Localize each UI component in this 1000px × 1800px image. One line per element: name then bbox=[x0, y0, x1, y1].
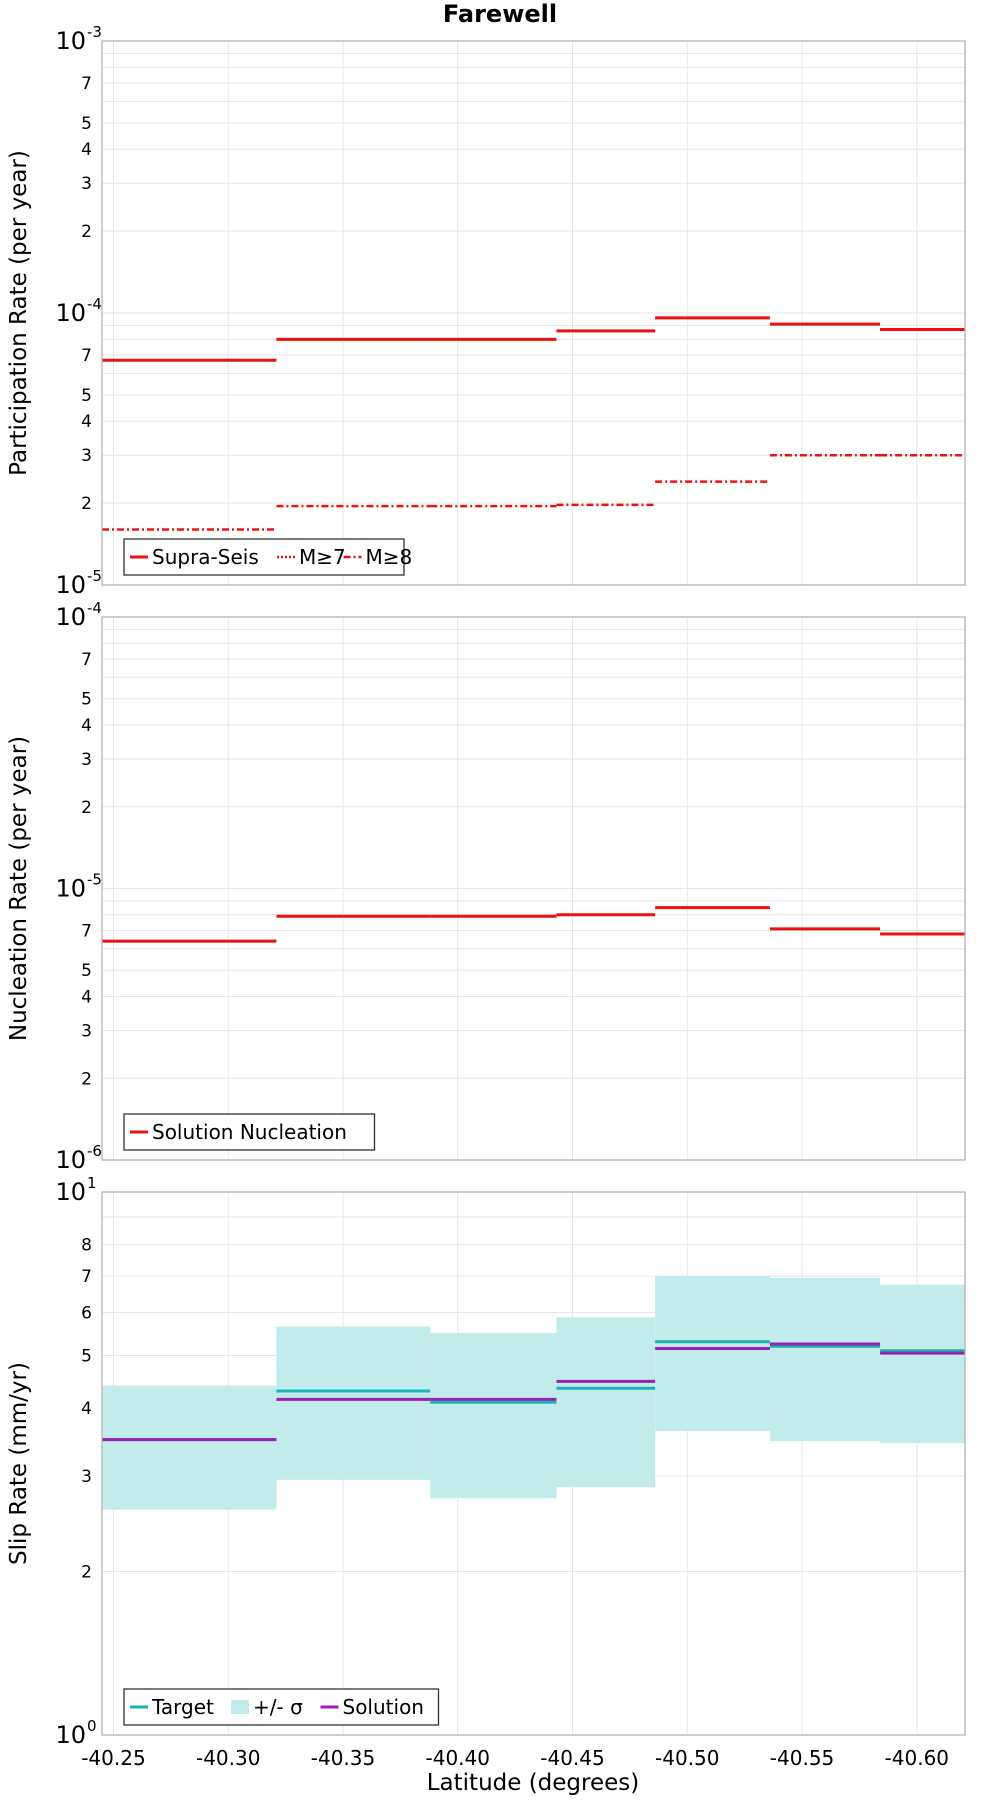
plot-frame bbox=[101, 40, 966, 586]
y-tick-label: 4 bbox=[81, 988, 92, 1008]
y-axis-label: Participation Rate (per year) bbox=[6, 150, 32, 476]
y-tick-label: 10 bbox=[55, 1721, 86, 1749]
y-tick-label: 4 bbox=[81, 412, 92, 432]
y-tick-label: 7 bbox=[81, 1267, 92, 1287]
y-tick-exponent: -4 bbox=[87, 599, 102, 617]
y-tick-exponent: -6 bbox=[87, 1142, 102, 1160]
x-tick-label: -40.30 bbox=[196, 1746, 260, 1770]
x-tick-label: -40.55 bbox=[770, 1746, 834, 1770]
legend-box bbox=[123, 538, 405, 576]
y-tick-label: 10 bbox=[55, 1146, 86, 1174]
legend-box bbox=[123, 1688, 440, 1726]
y-tick-label: 3 bbox=[81, 750, 92, 770]
plot-frame bbox=[101, 1191, 966, 1736]
x-tick-label: -40.45 bbox=[540, 1746, 604, 1770]
y-tick-exponent: -3 bbox=[87, 23, 102, 41]
x-tick-label: -40.25 bbox=[81, 1746, 145, 1770]
y-tick-label: 4 bbox=[81, 1399, 92, 1419]
y-axis-label: Slip Rate (mm/yr) bbox=[6, 1362, 32, 1565]
legend-label: Supra-Seis bbox=[152, 545, 259, 569]
y-tick-label: 10 bbox=[55, 571, 86, 599]
sigma-band-segment bbox=[430, 1332, 557, 1499]
legend-box bbox=[123, 1113, 376, 1151]
y-tick-label: 2 bbox=[81, 1069, 92, 1089]
y-tick-exponent: -4 bbox=[87, 295, 102, 313]
y-tick-exponent: 0 bbox=[87, 1717, 97, 1735]
legend-label: M≥7 bbox=[299, 545, 346, 569]
sigma-band-segment bbox=[276, 1326, 431, 1480]
sigma-band-segment bbox=[769, 1277, 881, 1441]
y-tick-label: 5 bbox=[81, 961, 92, 981]
y-tick-label: 3 bbox=[81, 1021, 92, 1041]
y-tick-label: 10 bbox=[55, 299, 86, 327]
y-tick-label: 5 bbox=[81, 1346, 92, 1366]
y-tick-label: 4 bbox=[81, 716, 92, 736]
legend-label: Solution Nucleation bbox=[152, 1120, 347, 1144]
y-tick-label: 3 bbox=[81, 174, 92, 194]
y-tick-label: 7 bbox=[81, 922, 92, 942]
x-tick-label: -40.60 bbox=[885, 1746, 949, 1770]
legend: Target +/- σ Solution bbox=[123, 1688, 440, 1726]
y-tick-exponent: -5 bbox=[87, 871, 102, 889]
y-tick-label: 10 bbox=[55, 603, 86, 631]
legend-label: Target bbox=[151, 1695, 214, 1719]
y-tick-label: 2 bbox=[81, 798, 92, 818]
y-tick-exponent: 1 bbox=[87, 1174, 97, 1192]
y-tick-label: 2 bbox=[81, 222, 92, 242]
sigma-band-segment bbox=[880, 1284, 965, 1443]
chart-title: Farewell bbox=[443, 0, 557, 28]
sigma-band-segment bbox=[655, 1276, 770, 1431]
legend-label: +/- σ bbox=[253, 1695, 303, 1719]
y-tick-label: 5 bbox=[81, 386, 92, 406]
y-tick-label: 2 bbox=[81, 1563, 92, 1583]
x-axis-label: Latitude (degrees) bbox=[427, 1770, 640, 1796]
sigma-band-segment bbox=[556, 1317, 656, 1488]
y-tick-label: 7 bbox=[81, 650, 92, 670]
x-tick-label: -40.50 bbox=[655, 1746, 719, 1770]
y-tick-label: 7 bbox=[81, 346, 92, 366]
y-tick-label: 5 bbox=[81, 114, 92, 134]
sigma-band-segment bbox=[102, 1385, 277, 1510]
y-tick-label: 6 bbox=[81, 1303, 92, 1323]
y-tick-label: 2 bbox=[81, 494, 92, 514]
x-tick-label: -40.35 bbox=[311, 1746, 375, 1770]
y-tick-label: 4 bbox=[81, 140, 92, 160]
legend: Supra-Seis M≥7 M≥8 bbox=[123, 538, 413, 576]
legend: Solution Nucleation bbox=[123, 1113, 376, 1151]
y-tick-label: 5 bbox=[81, 690, 92, 710]
x-tick-label: -40.40 bbox=[426, 1746, 490, 1770]
y-tick-label: 8 bbox=[81, 1236, 92, 1256]
legend-swatch bbox=[231, 1700, 249, 1714]
y-tick-label: 10 bbox=[55, 1178, 86, 1206]
plot-frame bbox=[101, 616, 966, 1161]
legend-label: M≥8 bbox=[366, 545, 413, 569]
y-tick-label: 7 bbox=[81, 74, 92, 94]
y-tick-label: 10 bbox=[55, 875, 86, 903]
y-axis-label: Nucleation Rate (per year) bbox=[6, 736, 32, 1041]
y-tick-exponent: -5 bbox=[87, 567, 102, 585]
legend-label: Solution bbox=[343, 1695, 424, 1719]
y-tick-label: 3 bbox=[81, 1467, 92, 1487]
y-tick-label: 10 bbox=[55, 27, 86, 55]
y-tick-label: 3 bbox=[81, 446, 92, 466]
